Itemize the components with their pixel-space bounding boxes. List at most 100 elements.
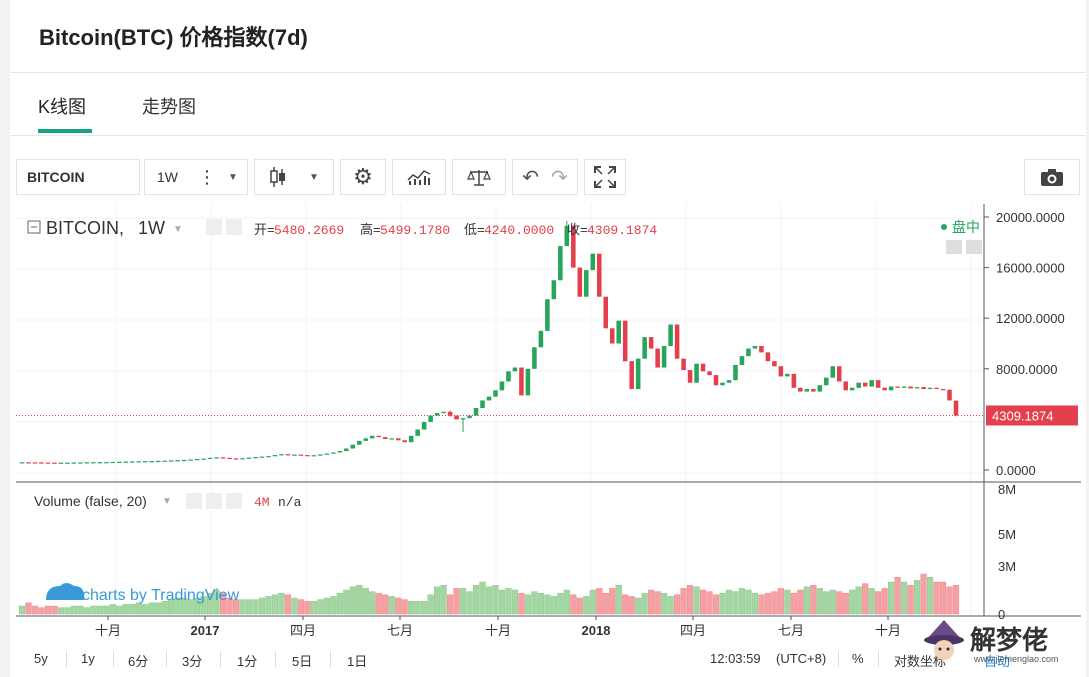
volume-bar [868, 588, 875, 615]
percent-toggle[interactable]: % [852, 651, 864, 666]
divider [838, 651, 839, 667]
indicators-button[interactable] [392, 159, 446, 195]
volume-bar [836, 591, 843, 615]
candle [655, 348, 660, 368]
volume-bar [894, 576, 901, 615]
volume-bar [531, 591, 538, 615]
volume-bar [648, 589, 655, 615]
candle [895, 386, 900, 388]
candle [181, 459, 187, 462]
undo-icon[interactable]: ↶ [522, 166, 539, 189]
volume-bar [823, 591, 830, 615]
gear-icon[interactable] [226, 219, 242, 235]
auto-scale-toggle[interactable]: 自动 [984, 654, 1011, 669]
candle [603, 296, 609, 329]
volume-bar [142, 604, 149, 615]
range-3m[interactable]: 3分 [182, 654, 203, 669]
fullscreen-button[interactable] [584, 159, 626, 195]
candle [220, 457, 226, 459]
range-1d[interactable]: 1日 [347, 654, 368, 669]
candle [551, 280, 557, 300]
candle [480, 400, 485, 409]
candle [129, 461, 135, 463]
candle [26, 462, 31, 464]
price-chart[interactable]: 20000.0000 16000.0000 12000.0000 8000.0000 0… [16, 204, 1081, 644]
candle [311, 455, 317, 457]
candle [596, 253, 602, 297]
interval-button[interactable]: 1W ⋮ ▼ [144, 159, 248, 195]
range-5y[interactable]: 5y [34, 651, 48, 666]
symbol-search-button[interactable]: BITCOIN [16, 159, 140, 195]
candle [862, 382, 868, 387]
candle [175, 460, 180, 462]
volume-bar [440, 584, 447, 615]
eye-icon[interactable] [186, 493, 202, 509]
candle [856, 382, 861, 388]
branding-text[interactable]: charts by TradingView [82, 587, 240, 604]
volume-bar [291, 597, 298, 615]
chevron-down-icon[interactable]: ▼ [162, 496, 172, 507]
x-tick-label: 十月 [95, 623, 121, 638]
redo-icon[interactable]: ↷ [551, 166, 568, 189]
clock-time: 12:03:59 [710, 651, 761, 666]
ohlc-value: 4309.1874 [587, 223, 657, 238]
candle [869, 380, 874, 387]
candle [752, 346, 758, 349]
volume-bar [920, 573, 927, 615]
candle [395, 438, 401, 441]
candle [532, 347, 537, 369]
candle [901, 386, 907, 388]
candle [486, 396, 492, 401]
volume-bar [31, 605, 39, 615]
volume-bar [732, 591, 739, 615]
volume-bar [719, 592, 726, 615]
volume-legend-label: Volume (false, 20) [34, 493, 147, 509]
volume-bar [901, 581, 908, 615]
candle [434, 413, 440, 416]
volume-bar [194, 597, 201, 615]
volume-bar [609, 588, 616, 615]
volume-bar [148, 602, 155, 615]
candle [914, 387, 920, 389]
fullscreen-icon [594, 166, 616, 188]
compare-button[interactable] [452, 159, 506, 195]
candle [460, 418, 466, 420]
settings-button[interactable]: ⚙ [340, 159, 386, 195]
range-6m[interactable]: 6分 [128, 654, 149, 669]
range-1m[interactable]: 1分 [237, 654, 258, 669]
range-5d[interactable]: 5日 [292, 654, 313, 669]
bottom-toolbar: 5y 1y 6分 3分 1分 5日 1日 12:03:59 (UTC+8) % … [16, 645, 1081, 673]
watermark-logo: 解梦佬 www.jiemenglao.com [922, 614, 1082, 670]
volume-bar [466, 591, 473, 615]
chevron-down-icon[interactable]: ▼ [173, 224, 183, 235]
range-1y[interactable]: 1y [81, 651, 95, 666]
arrow-down-icon[interactable] [946, 240, 962, 254]
tab-kline[interactable]: K线图 [38, 97, 87, 117]
candle [940, 389, 946, 391]
volume-bar [310, 600, 317, 615]
volume-bar [862, 583, 869, 615]
volume-bar [550, 596, 557, 615]
volume-bar [842, 592, 849, 615]
snapshot-button[interactable] [1024, 159, 1080, 195]
volume-bar [323, 597, 330, 615]
divider [166, 651, 167, 667]
candle [947, 389, 952, 401]
timezone-button[interactable]: (UTC+8) [776, 651, 827, 666]
log-scale-toggle[interactable]: 对数坐标 [894, 654, 947, 669]
gear-icon[interactable] [206, 493, 222, 509]
volume-bar [83, 607, 90, 615]
arrow-up-icon[interactable] [966, 240, 982, 254]
x-tick-label: 十月 [485, 623, 511, 638]
volume-bar [116, 605, 123, 615]
candle [350, 444, 356, 449]
tab-trend[interactable]: 走势图 [142, 97, 196, 117]
volume-bar [518, 592, 525, 615]
candle [285, 454, 291, 456]
candle [149, 461, 154, 463]
chart-style-button[interactable]: ▼ [254, 159, 334, 195]
y-tick-label: 8000.0000 [996, 362, 1057, 377]
volume-bar [498, 589, 506, 615]
eye-icon[interactable] [206, 219, 222, 235]
close-icon[interactable] [226, 493, 242, 509]
